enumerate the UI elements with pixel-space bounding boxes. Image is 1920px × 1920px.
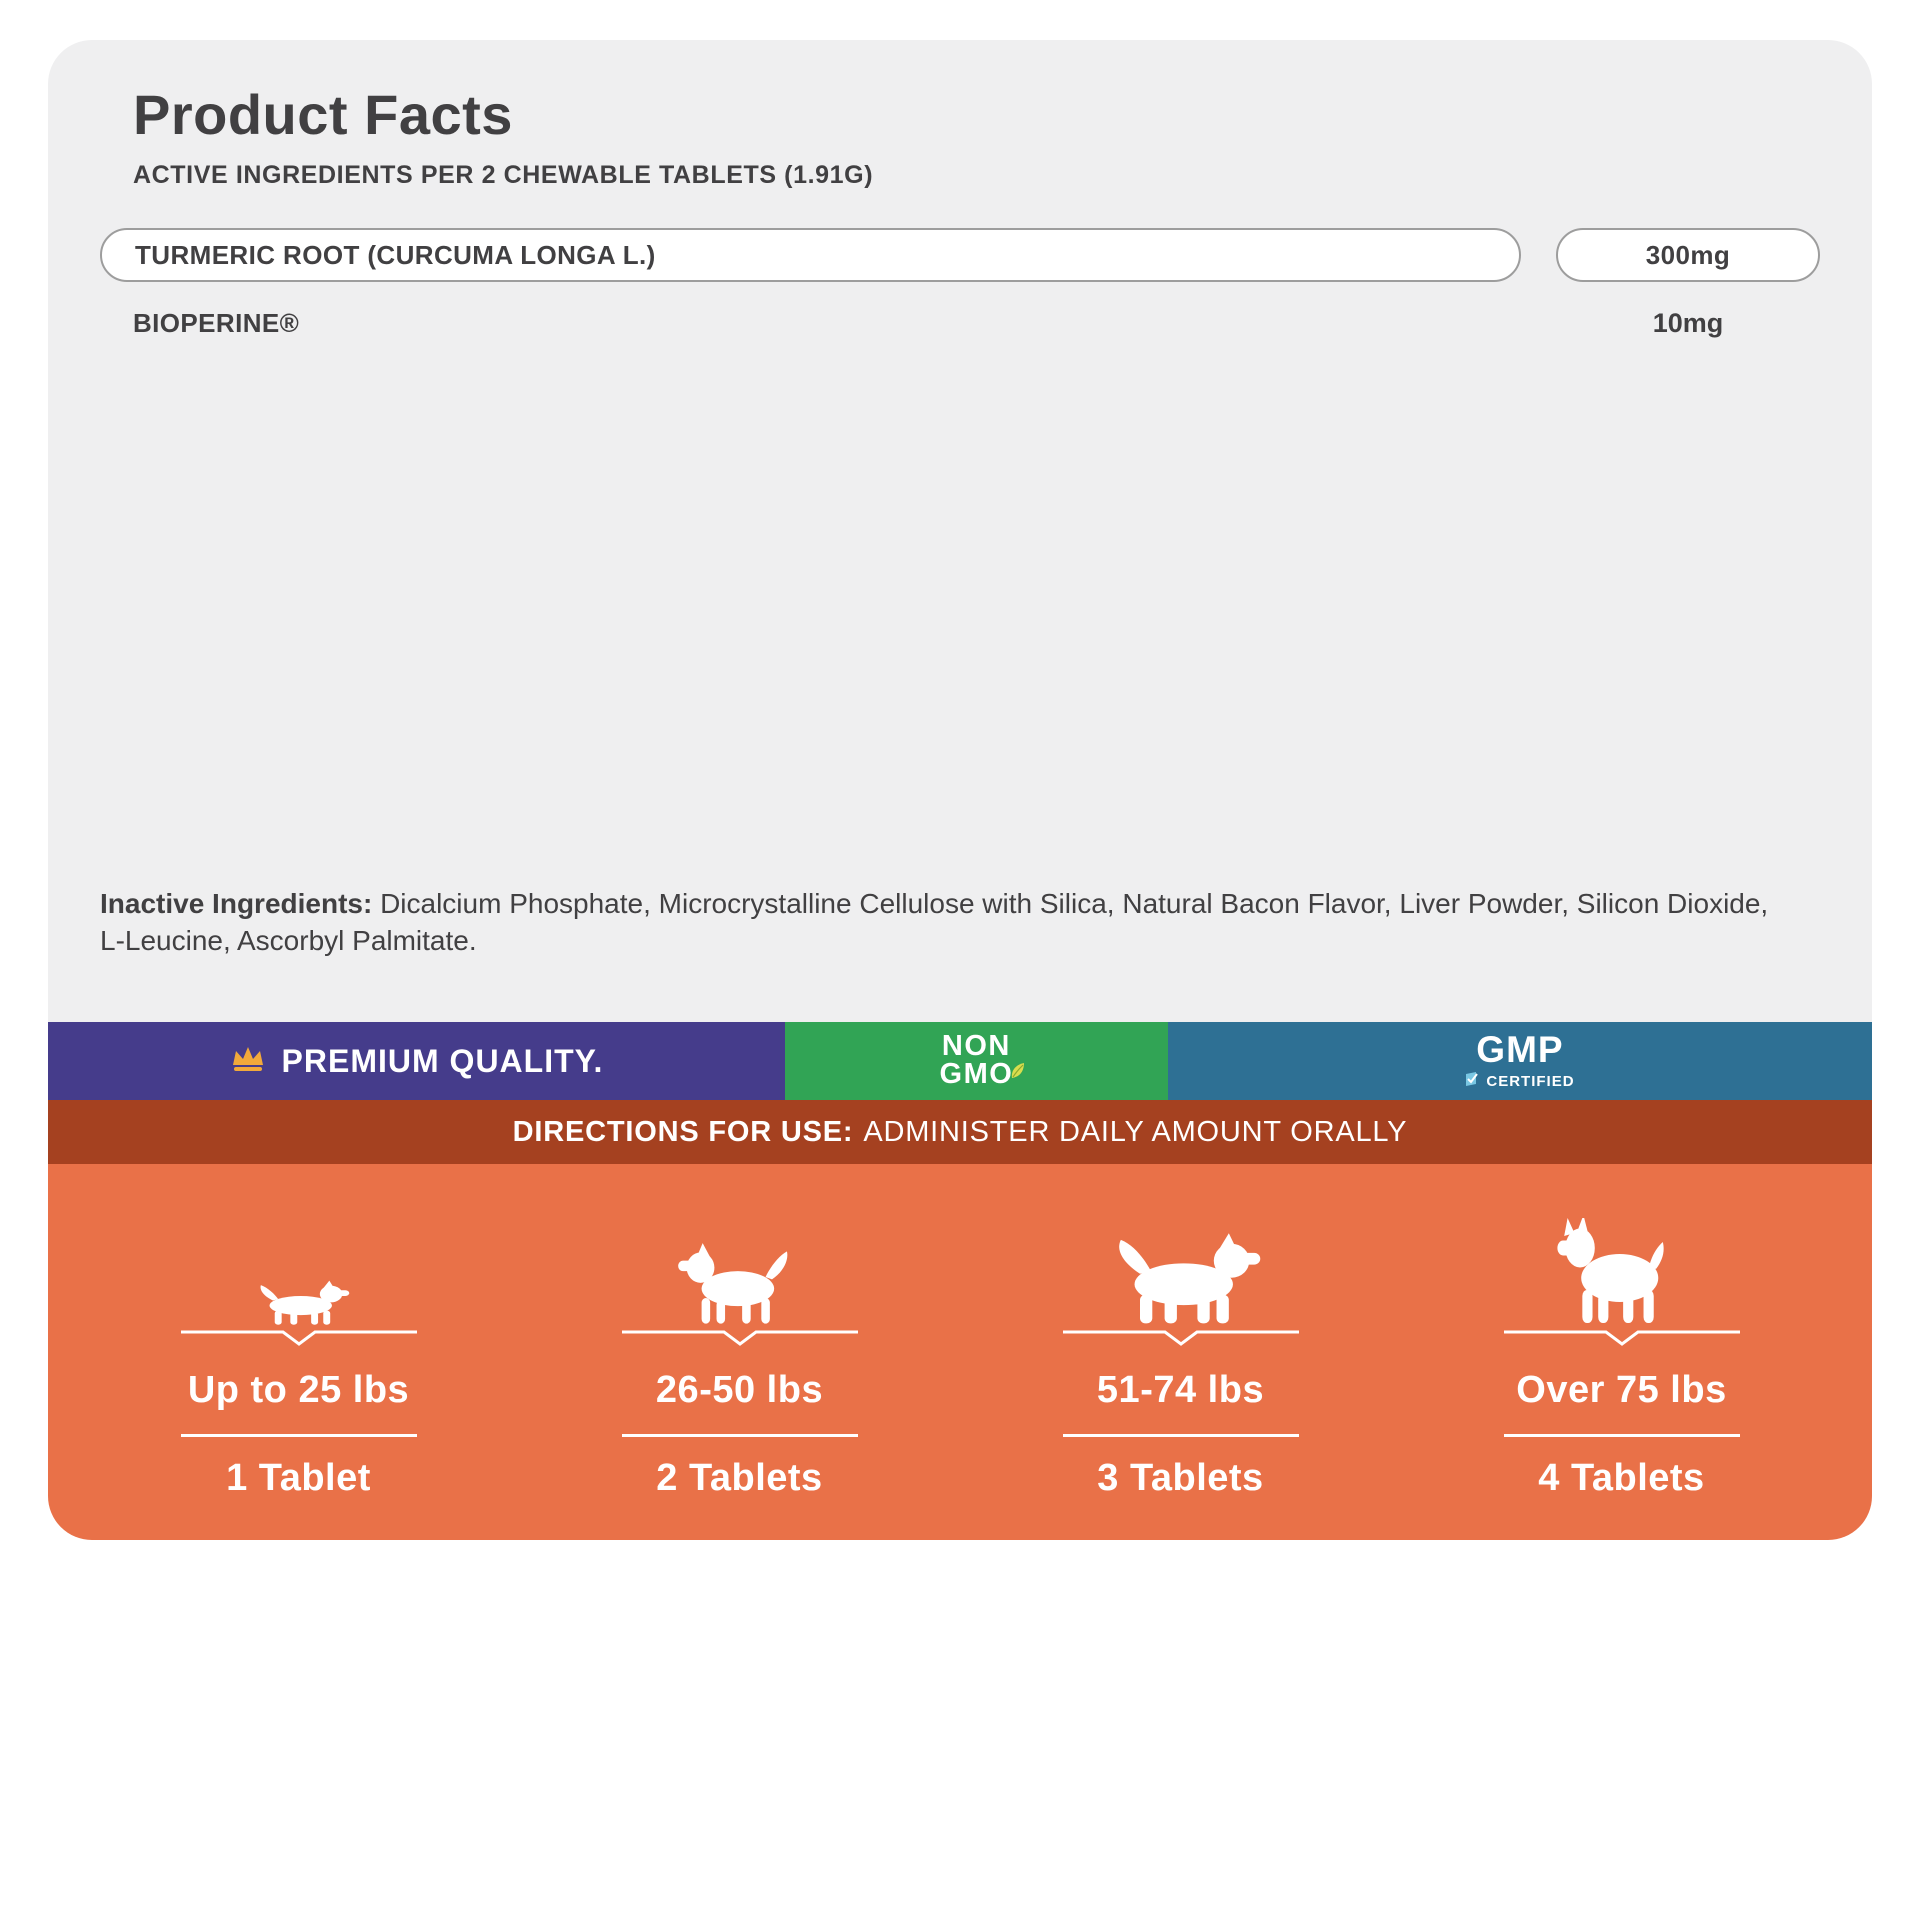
ingredient-row: TURMERIC ROOT (CURCUMA LONGA L.) 300mg xyxy=(100,228,1820,282)
ingredient-amount-pill: 300mg xyxy=(1556,228,1820,282)
product-label: Product Facts ACTIVE INGREDIENTS PER 2 C… xyxy=(48,40,1872,1540)
ingredient-amount: 10mg xyxy=(1652,308,1724,338)
boxer-icon xyxy=(1554,1198,1690,1326)
divider xyxy=(1062,1434,1299,1437)
gmp-label: GMP xyxy=(1476,1029,1564,1070)
dose-amount: 4 Tablets xyxy=(1538,1457,1705,1499)
dosage-column-small: Up to 25 lbs 1 Tablet xyxy=(78,1190,519,1500)
puppy-icon xyxy=(676,1198,804,1326)
divider xyxy=(1503,1434,1740,1437)
ingredient-name-pill: TURMERIC ROOT (CURCUMA LONGA L.) xyxy=(100,228,1521,282)
non-gmo-line2: GMO xyxy=(939,1058,1014,1090)
product-facts-card: Product Facts ACTIVE INGREDIENTS PER 2 C… xyxy=(48,40,1872,1022)
directions-header-bar: DIRECTIONS FOR USE: ADMINISTER DAILY AMO… xyxy=(48,1100,1872,1164)
dosage-chart: Up to 25 lbs 1 Tablet xyxy=(48,1164,1872,1540)
dose-amount: 2 Tablets xyxy=(656,1457,823,1499)
gmp-certified-badge: GMP CERTIFIED xyxy=(1167,1022,1872,1100)
inactive-ingredients-label: Inactive Ingredients: xyxy=(100,888,373,920)
active-ingredients-subtitle: ACTIVE INGREDIENTS PER 2 CHEWABLE TABLET… xyxy=(133,161,874,189)
dosage-column-xlarge: Over 75 lbs 4 Tablets xyxy=(1401,1190,1842,1500)
pointer-line xyxy=(620,1330,860,1353)
gmp-certified-label: CERTIFIED xyxy=(1486,1072,1575,1090)
non-gmo-line1: NON xyxy=(941,1030,1011,1063)
dose-amount: 1 Tablet xyxy=(226,1457,371,1499)
weight-range: 26-50 lbs xyxy=(655,1369,824,1411)
ingredient-name: TURMERIC ROOT (CURCUMA LONGA L.) xyxy=(135,239,656,270)
divider xyxy=(180,1434,417,1437)
crown-icon xyxy=(230,1045,266,1078)
weight-range: Up to 25 lbs xyxy=(187,1369,410,1411)
inactive-ingredients: Inactive Ingredients: Dicalcium Phosphat… xyxy=(100,886,1800,960)
ingredient-row: BIOPERINE® 10mg xyxy=(100,308,1820,339)
divider xyxy=(621,1434,858,1437)
directions-label: DIRECTIONS FOR USE: xyxy=(512,1115,854,1148)
dosage-column-medium: 26-50 lbs 2 Tablets xyxy=(519,1190,960,1500)
dosage-column-large: 51-74 lbs 3 Tablets xyxy=(960,1190,1401,1500)
premium-quality-label: PREMIUM QUALITY. xyxy=(281,1042,604,1079)
inactive-ingredients-text: Dicalcium Phosphate, Microcrystalline Ce… xyxy=(100,888,1769,957)
certification-badges: PREMIUM QUALITY. NON GMO GMP xyxy=(48,1022,1872,1100)
ingredient-name: BIOPERINE® xyxy=(133,308,300,338)
dose-amount: 3 Tablets xyxy=(1097,1457,1264,1499)
non-gmo-badge: NON GMO xyxy=(784,1022,1168,1100)
ingredient-amount: 300mg xyxy=(1645,239,1731,270)
dachshund-icon xyxy=(247,1198,351,1326)
pointer-line xyxy=(179,1330,419,1353)
leaf-icon xyxy=(1009,1059,1027,1087)
premium-quality-badge: PREMIUM QUALITY. xyxy=(48,1022,785,1100)
page-title: Product Facts xyxy=(133,83,513,146)
pointer-line xyxy=(1061,1330,1301,1353)
weight-range: Over 75 lbs xyxy=(1516,1369,1727,1411)
directions-text: ADMINISTER DAILY AMOUNT ORALLY xyxy=(863,1115,1408,1148)
retriever-icon xyxy=(1099,1198,1263,1326)
pointer-line xyxy=(1502,1330,1742,1353)
check-ribbon-icon xyxy=(1465,1071,1481,1091)
weight-range: 51-74 lbs xyxy=(1096,1369,1265,1411)
